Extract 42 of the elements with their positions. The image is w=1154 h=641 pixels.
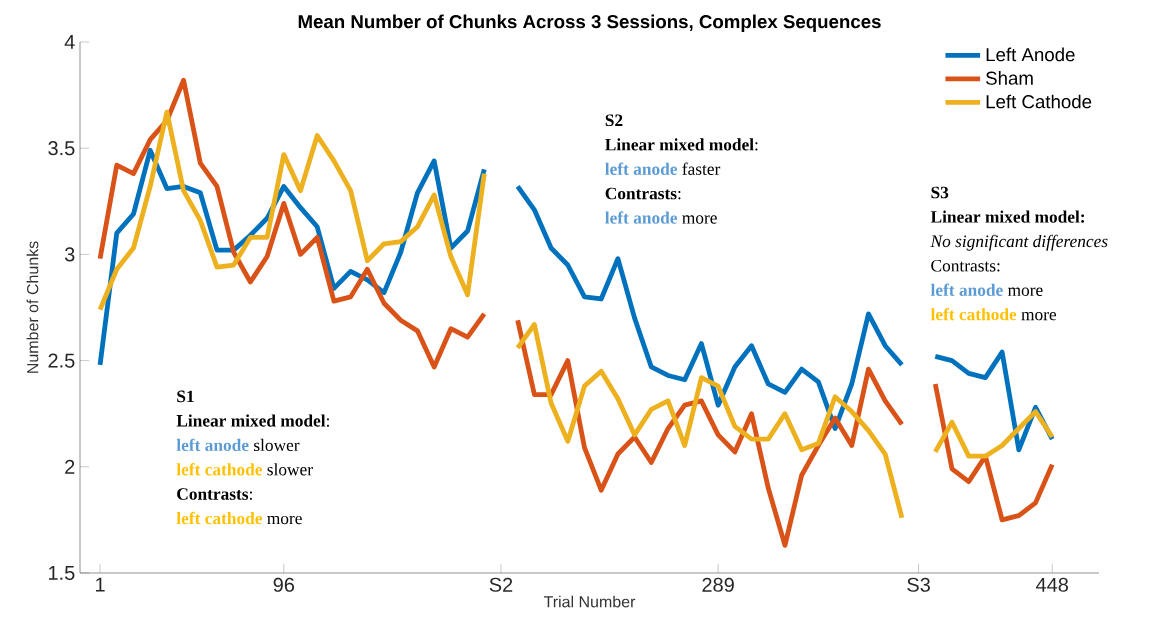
x-axis-title: Trial Number bbox=[543, 595, 636, 608]
x-tick-label: S2 bbox=[489, 577, 513, 592]
x-tick-label: 1 bbox=[96, 577, 105, 592]
annotation: Linear mixed model: bbox=[930, 210, 1085, 223]
legend-label: Sham bbox=[986, 71, 1033, 85]
annotation: left cathode bbox=[930, 307, 1017, 321]
y-axis-title: Number of Chunks bbox=[26, 241, 39, 373]
legend-label: Left Anode bbox=[986, 47, 1075, 62]
y-tick-label: 1.5 bbox=[49, 566, 75, 580]
annotation: Linear mixed model: bbox=[176, 414, 329, 427]
annotation: left anode bbox=[605, 162, 678, 175]
annotation: S2 bbox=[605, 114, 623, 127]
annotation: left anode bbox=[930, 283, 1003, 296]
annotation: slower bbox=[254, 438, 300, 452]
y-tick-label: 3 bbox=[64, 247, 75, 262]
annotation: S3 bbox=[931, 186, 949, 199]
annotation: slower bbox=[267, 463, 313, 476]
annotation: Linear mixed model: bbox=[605, 138, 758, 151]
annotation: No significant differences bbox=[930, 234, 1108, 251]
chart-title: Mean Number of Chunks Across 3 Sessions, Complex Sequences bbox=[298, 14, 881, 32]
x-tick-label: S3 bbox=[907, 577, 930, 592]
legend-label: Left Cathode bbox=[986, 94, 1092, 109]
annotation: left anode bbox=[605, 211, 678, 224]
x-tick-label: 96 bbox=[273, 577, 295, 592]
annotation: more bbox=[1021, 311, 1057, 321]
annotation: S1 bbox=[177, 390, 194, 403]
x-tick-label: 448 bbox=[1036, 577, 1069, 592]
annotation: left cathode bbox=[176, 511, 263, 525]
y-tick-label: 2.5 bbox=[48, 353, 75, 368]
annotation: more bbox=[682, 215, 717, 224]
annotation: Contrasts: bbox=[177, 488, 252, 500]
y-tick-label: 2 bbox=[65, 459, 75, 474]
annotation: more bbox=[1007, 287, 1043, 296]
annotation: left cathode bbox=[176, 463, 263, 476]
y-tick-label: 4 bbox=[64, 35, 75, 49]
annotation: Contrasts: bbox=[605, 187, 681, 200]
y-tick-label: 3.5 bbox=[48, 141, 75, 156]
annotation: faster bbox=[682, 162, 721, 175]
x-tick-label: 289 bbox=[702, 577, 734, 592]
annotation: left anode bbox=[176, 438, 249, 452]
annotation: Contrasts: bbox=[931, 259, 1000, 272]
annotation: more bbox=[267, 515, 302, 525]
